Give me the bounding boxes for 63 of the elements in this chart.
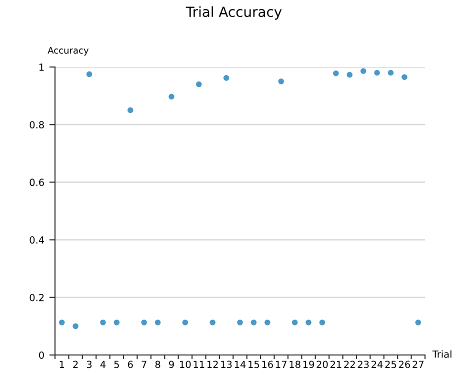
- point: [250, 320, 257, 326]
- point: [58, 320, 65, 326]
- point: [141, 320, 147, 326]
- x-tick-label: 21: [330, 360, 342, 368]
- x-tick-label: 12: [207, 360, 218, 368]
- y-axis-title: Accuracy: [48, 47, 89, 56]
- x-tick-label: 16: [262, 360, 273, 368]
- point: [127, 107, 134, 114]
- x-tick-label: 27: [412, 360, 424, 368]
- x-tick-label: 10: [180, 360, 191, 368]
- y-tick-label: 0.4: [30, 236, 44, 244]
- point: [86, 71, 92, 78]
- point: [306, 320, 312, 326]
- point: [168, 94, 174, 100]
- x-tick-label: 19: [303, 360, 314, 368]
- x-tick-label: 8: [155, 360, 160, 368]
- point: [292, 320, 298, 326]
- y-tick-label: 1: [39, 64, 44, 71]
- point: [333, 70, 339, 76]
- x-tick-label: 20: [316, 360, 328, 368]
- y-tick-label: 0.2: [30, 294, 44, 302]
- y-tick-label: 0: [39, 351, 44, 359]
- point: [72, 323, 78, 330]
- x-tick-label: 5: [114, 360, 119, 368]
- x-tick-label: 26: [398, 360, 410, 368]
- x-tick-label: 1: [60, 360, 64, 368]
- x-tick-label: 25: [385, 360, 396, 368]
- point: [346, 72, 353, 78]
- point: [374, 70, 380, 76]
- x-tick-label: 7: [142, 360, 146, 368]
- x-tick-label: 24: [372, 360, 383, 368]
- x-tick-label: 14: [234, 360, 246, 368]
- x-tick-label: 22: [344, 360, 355, 368]
- x-tick-label: 11: [194, 360, 204, 368]
- point: [388, 70, 394, 76]
- point: [402, 74, 408, 80]
- point: [237, 320, 243, 326]
- y-tick-label: 0.8: [30, 121, 44, 128]
- x-tick-label: 3: [86, 360, 92, 368]
- x-tick-label: 2: [73, 360, 78, 368]
- point: [154, 320, 161, 326]
- y-tick-label: 0.6: [30, 178, 44, 186]
- x-tick-label: 18: [290, 360, 300, 368]
- point: [278, 78, 284, 84]
- chart-title: Trial Accuracy: [186, 6, 282, 20]
- point: [210, 320, 216, 326]
- x-tick-label: 6: [128, 360, 133, 368]
- x-tick-label: 17: [276, 360, 286, 368]
- x-axis-title: Trial: [432, 350, 452, 358]
- point: [264, 320, 270, 326]
- point: [196, 81, 202, 88]
- x-tick-label: 9: [169, 360, 174, 368]
- point: [100, 320, 106, 326]
- point: [360, 68, 366, 74]
- x-tick-label: 4: [100, 360, 106, 368]
- point: [182, 320, 188, 326]
- point: [114, 320, 120, 326]
- point: [319, 320, 326, 326]
- point: [415, 320, 422, 326]
- x-tick-label: 13: [221, 360, 232, 368]
- point: [223, 75, 230, 81]
- x-tick-label: 15: [248, 360, 260, 368]
- x-tick-label: 23: [358, 360, 369, 368]
